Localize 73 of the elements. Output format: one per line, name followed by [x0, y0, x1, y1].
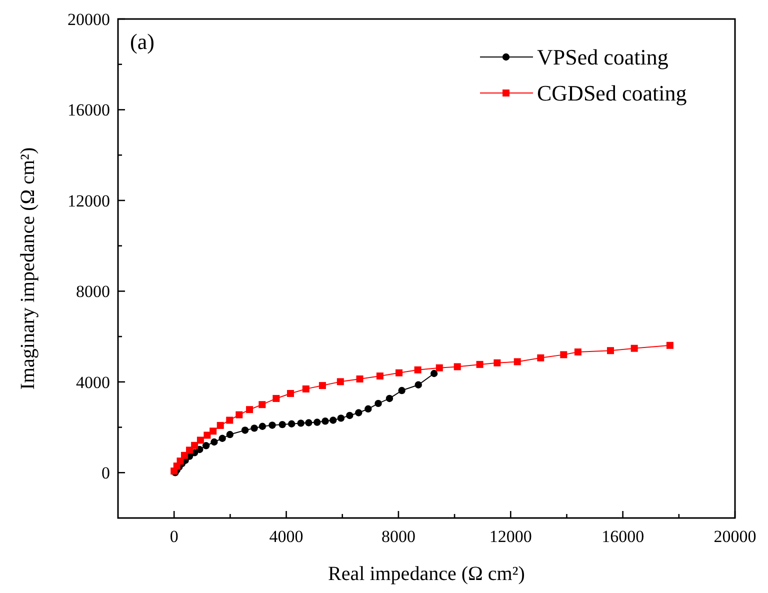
- point: [226, 416, 234, 424]
- x-tick-label: 4000: [269, 527, 304, 546]
- point: [202, 442, 210, 450]
- point: [236, 411, 243, 418]
- point: [302, 385, 310, 392]
- point: [374, 400, 382, 408]
- point: [246, 406, 254, 414]
- point: [630, 344, 638, 352]
- point: [250, 424, 258, 432]
- legend-label: CGDSed coating: [537, 80, 687, 106]
- y-tick-label: 0: [102, 464, 110, 483]
- y-tick-label: 20000: [68, 10, 110, 29]
- x-tick-label: 16000: [602, 527, 644, 546]
- point: [180, 452, 188, 459]
- x-tick-label: 20000: [714, 527, 756, 546]
- point: [414, 381, 422, 388]
- point: [286, 390, 294, 397]
- point: [210, 428, 217, 435]
- x-tick-label: 12000: [489, 527, 532, 546]
- point: [364, 405, 372, 412]
- y-tick-label: 4000: [76, 372, 110, 392]
- point: [436, 364, 443, 372]
- point: [574, 348, 582, 356]
- point: [218, 434, 226, 442]
- point: [314, 418, 321, 426]
- point: [176, 458, 184, 465]
- point: [476, 360, 484, 368]
- point: [258, 422, 266, 430]
- point: [454, 363, 461, 370]
- y-axis-title: Imaginary impedance (Ω cm²): [17, 147, 39, 390]
- legend-label: VPSed coating: [537, 44, 668, 70]
- x-tick-label: 0: [170, 527, 178, 546]
- point: [330, 416, 337, 424]
- point: [414, 366, 422, 374]
- point: [226, 430, 234, 438]
- x-axis-title: Real impedance (Ω cm²): [328, 563, 525, 585]
- point: [337, 414, 345, 422]
- point: [191, 442, 198, 449]
- point: [386, 394, 394, 402]
- point: [305, 419, 312, 426]
- point: [376, 372, 384, 380]
- point: [355, 409, 362, 416]
- y-tick-label: 16000: [68, 100, 110, 120]
- point: [336, 378, 344, 386]
- point: [514, 358, 521, 366]
- point: [297, 420, 304, 427]
- point: [318, 382, 326, 390]
- point: [268, 422, 276, 429]
- y-tick-label: 8000: [76, 282, 110, 302]
- point: [216, 422, 224, 429]
- point: [241, 426, 249, 434]
- x-tick-label: 8000: [381, 527, 416, 546]
- point: [494, 359, 501, 366]
- point: [322, 418, 329, 425]
- point: [430, 370, 438, 378]
- point: [606, 347, 614, 354]
- point: [196, 446, 204, 454]
- point: [398, 386, 406, 394]
- point: [396, 369, 403, 376]
- point: [288, 420, 296, 428]
- point: [560, 351, 568, 358]
- point: [196, 436, 204, 444]
- annotation: (a): [130, 29, 154, 54]
- point: [346, 412, 354, 420]
- point: [278, 420, 286, 428]
- point: [204, 432, 211, 439]
- y-tick-label: 12000: [68, 191, 110, 210]
- point: [666, 342, 674, 349]
- point: [356, 375, 364, 382]
- point: [272, 394, 280, 402]
- point: [258, 401, 266, 408]
- point: [210, 438, 218, 446]
- point: [537, 354, 544, 362]
